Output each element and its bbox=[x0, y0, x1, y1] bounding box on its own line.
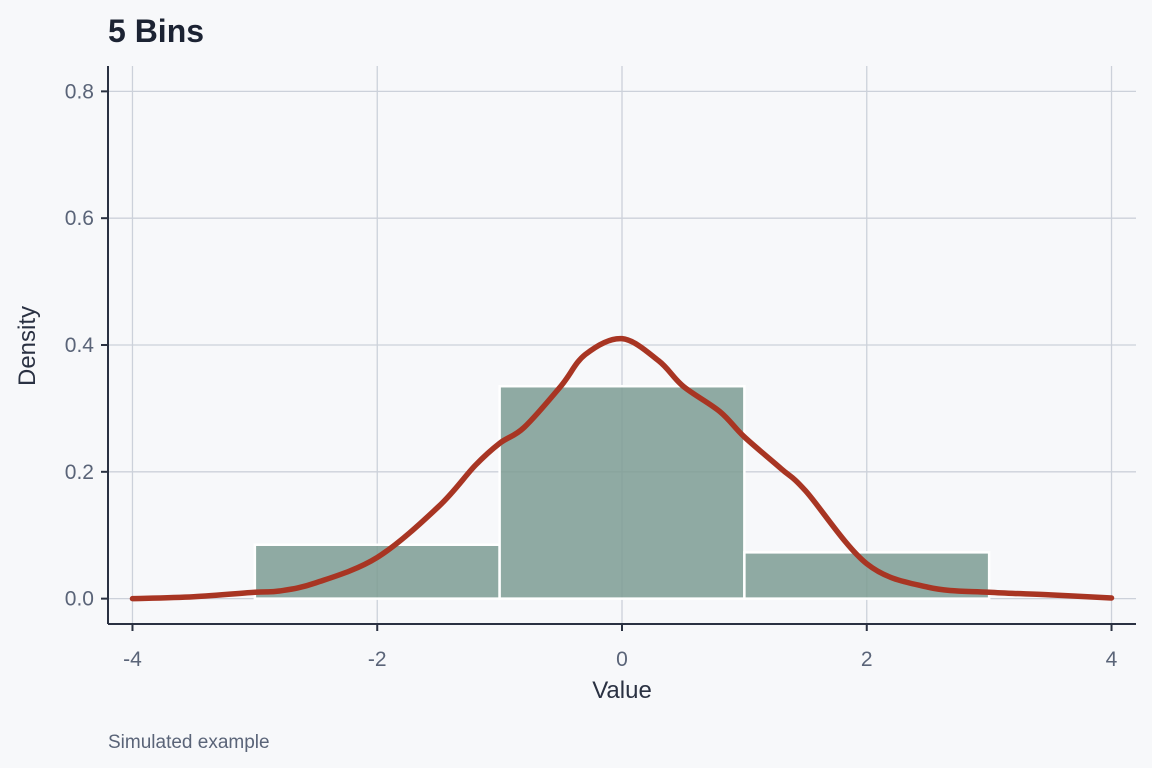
y-tick-label: 0.8 bbox=[65, 80, 94, 103]
x-tick-label: 4 bbox=[1106, 648, 1118, 671]
x-tick-label: -2 bbox=[368, 648, 387, 671]
histogram-bar-2 bbox=[498, 384, 746, 600]
y-axis-title: Density bbox=[14, 306, 41, 386]
y-tick-label: 0.4 bbox=[65, 334, 95, 357]
axes bbox=[101, 66, 1136, 631]
x-tick-label: -4 bbox=[123, 648, 142, 671]
chart-caption: Simulated example bbox=[108, 732, 270, 753]
chart-title: 5 Bins bbox=[108, 13, 204, 49]
y-tick-label: 0.6 bbox=[65, 207, 94, 230]
x-tick-label: 2 bbox=[861, 648, 873, 671]
x-tick-label: 0 bbox=[616, 648, 628, 671]
histogram-bars bbox=[253, 384, 991, 600]
tick-labels: -4 -2 0 2 4 0.0 0.2 0.4 0.6 0.8 bbox=[65, 80, 1118, 671]
y-tick-label: 0.2 bbox=[65, 461, 94, 484]
x-axis-title: Value bbox=[592, 677, 652, 704]
density-curve bbox=[129, 335, 1115, 602]
y-tick-label: 0.0 bbox=[65, 588, 94, 611]
density-curve-group bbox=[129, 335, 1115, 602]
